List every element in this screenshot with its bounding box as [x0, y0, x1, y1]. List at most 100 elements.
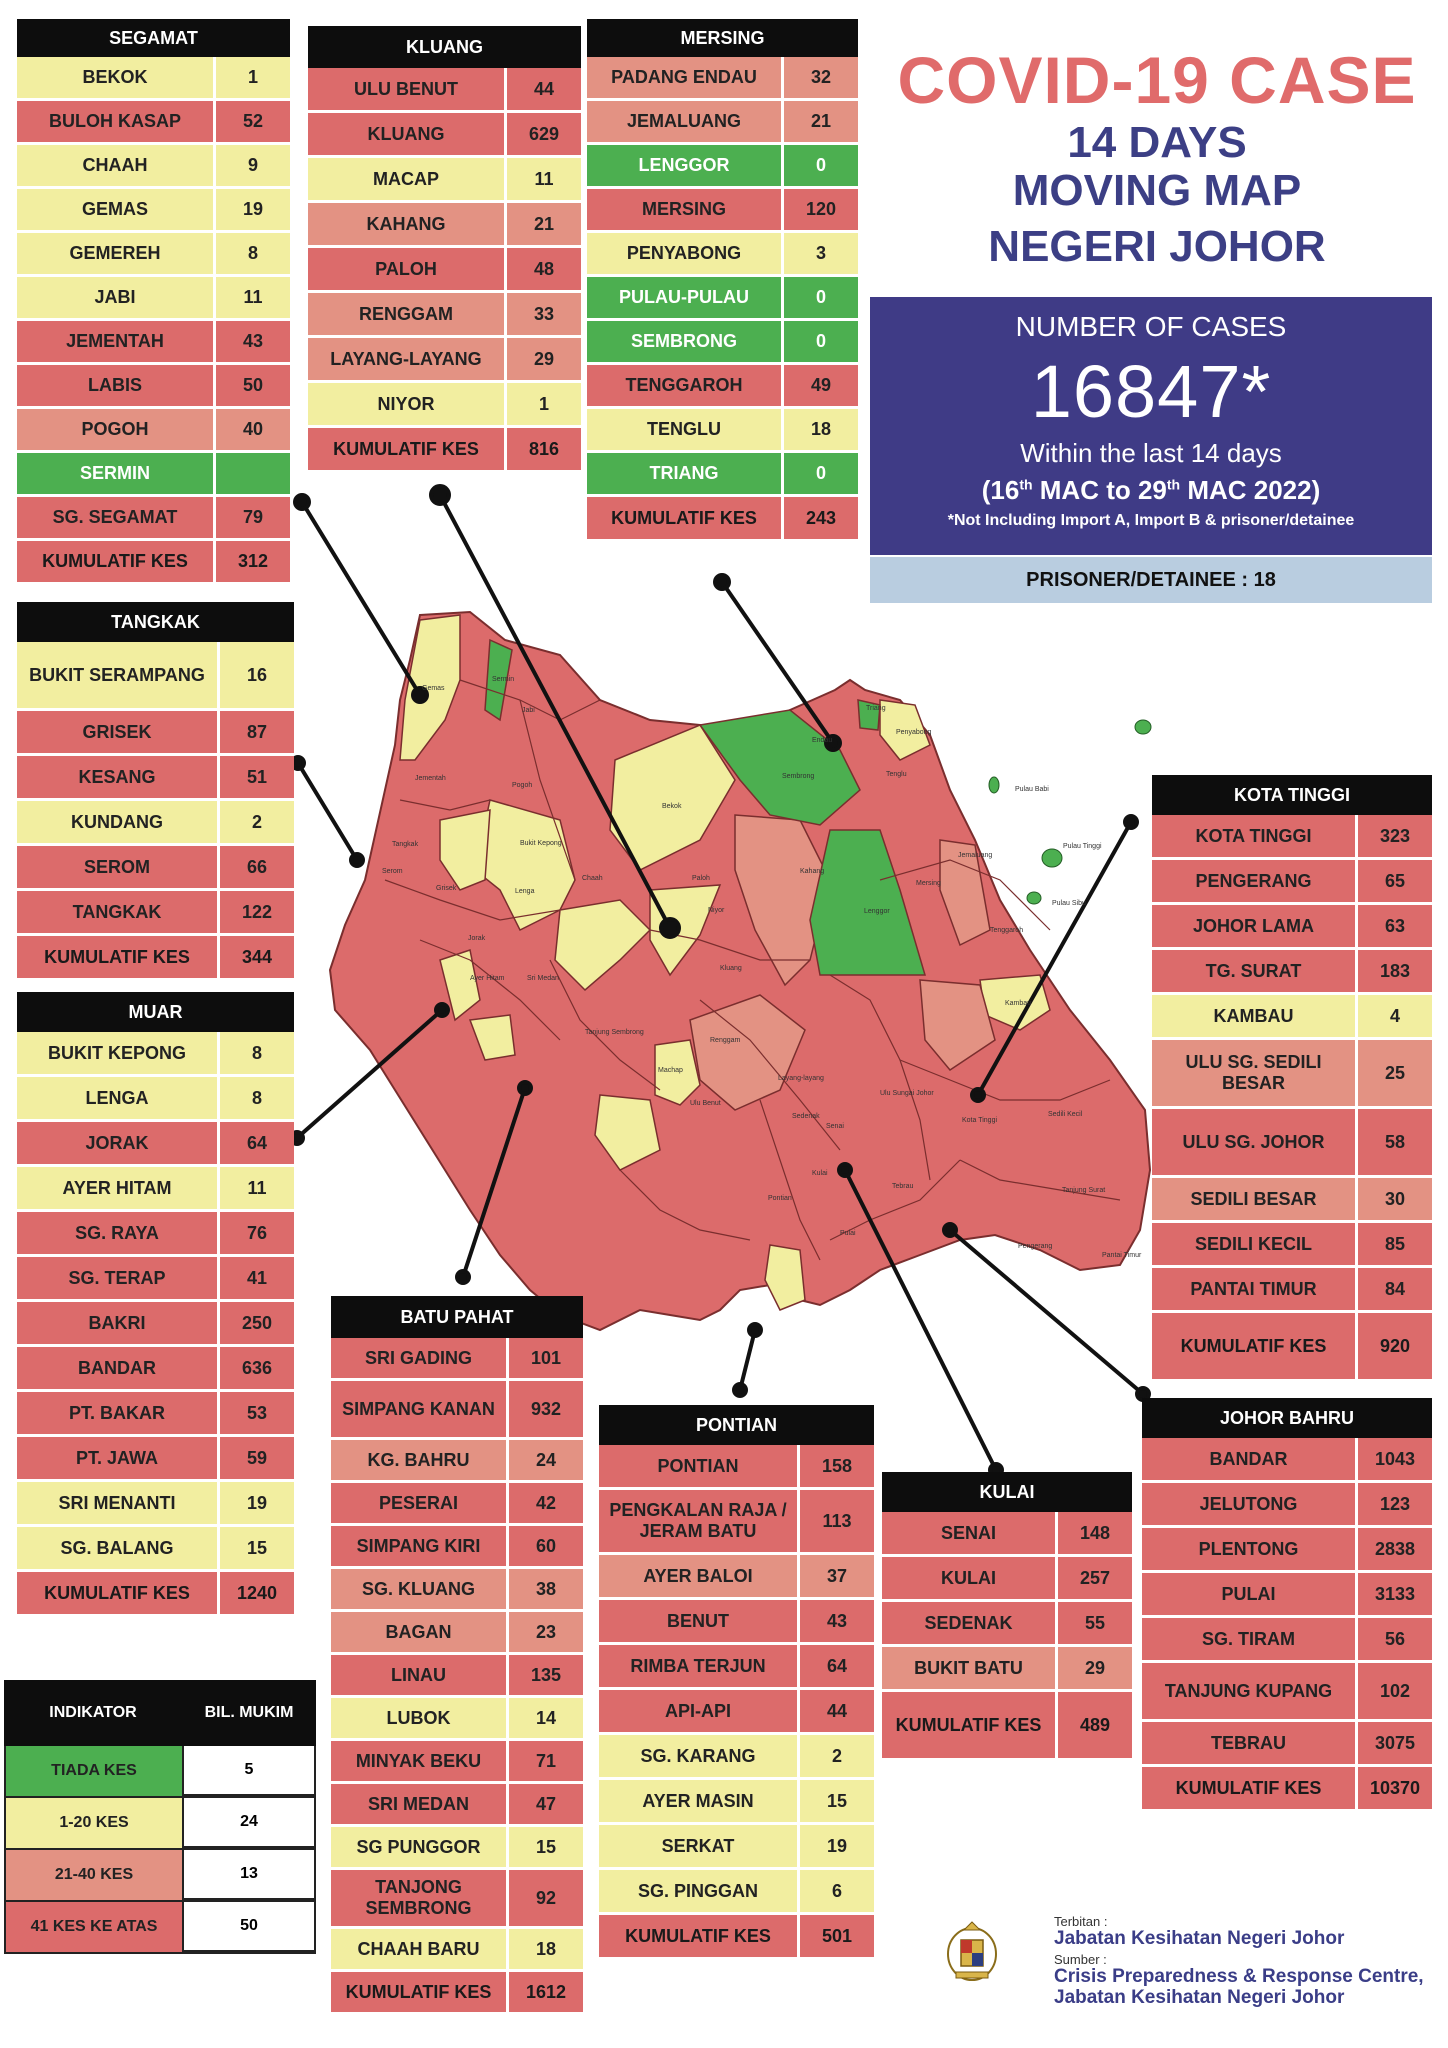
- mukim-row: KAMBAU 4: [1152, 995, 1432, 1040]
- mukim-name: ULU BENUT: [308, 68, 507, 110]
- mukim-case-count: 19: [826, 1835, 848, 1856]
- legend-indicator: 21-40 KES: [4, 1850, 182, 1900]
- mukim-case-count: 2: [831, 1745, 842, 1766]
- mukim-name: TENGLU: [587, 409, 784, 450]
- map-label: Jabi: [522, 707, 535, 714]
- mukim-row: PENGKALAN RAJA / JERAM BATU 113: [599, 1490, 874, 1555]
- cumulative-row: KUMULATIF KES 489: [882, 1692, 1132, 1761]
- mukim-case-count: 29: [1084, 1657, 1106, 1678]
- mukim-row: BANDAR 1043: [1142, 1438, 1432, 1483]
- mukim-row: BULOH KASAP 52: [17, 101, 290, 145]
- district-table-muar: MUAR BUKIT KEPONG 8 LENGA 8 JORAK 64 AYER HITAM…: [17, 992, 294, 1617]
- mukim-row: BUKIT BATU 29: [882, 1647, 1132, 1692]
- mukim-row: PANTAI TIMUR 84: [1152, 1268, 1432, 1313]
- mukim-row: LENGGOR 0: [587, 145, 858, 189]
- mukim-name: GEMAS: [17, 189, 216, 230]
- mukim-row: SRI MENANTI 19: [17, 1482, 294, 1527]
- mukim-row: ULU SG. JOHOR 58: [1152, 1109, 1432, 1178]
- map-label: Penyabong: [896, 729, 932, 736]
- mukim-name: PENYABONG: [587, 233, 784, 274]
- mukim-case-count: 92: [535, 1887, 557, 1908]
- mukim-case-count: 257: [1079, 1567, 1111, 1588]
- mukim-row: TANJUNG KUPANG 102: [1142, 1663, 1432, 1722]
- mukim-name: SIMPANG KANAN: [331, 1381, 509, 1437]
- map-label: Jementah: [415, 775, 446, 782]
- mukim-row: TG. SURAT 183: [1152, 950, 1432, 995]
- mukim-case-count: 3075: [1374, 1732, 1416, 1753]
- legend-indicator: TIADA KES: [4, 1746, 182, 1796]
- map-label: Kota Tinggi: [962, 1117, 997, 1124]
- mukim-name: SERMIN: [17, 453, 216, 494]
- mukim-name: KESANG: [17, 756, 220, 798]
- mukim-name: JORAK: [17, 1122, 220, 1164]
- mukim-row: ULU BENUT 44: [308, 68, 581, 113]
- map-region-yellow: [764, 1244, 806, 1311]
- mukim-name: KUMULATIF KES: [17, 936, 220, 978]
- mukim-row: MERSING 120: [587, 189, 858, 233]
- mukim-row: JEMALUANG 21: [587, 101, 858, 145]
- mukim-name: TANGKAK: [17, 891, 220, 933]
- cumulative-row: KUMULATIF KES 1240: [17, 1572, 294, 1617]
- mukim-case-count: 49: [810, 375, 832, 395]
- district-header: KLUANG: [308, 26, 581, 68]
- mukim-case-count: 43: [242, 331, 264, 351]
- credits-sumber: Sumber :: [1054, 1951, 1107, 1967]
- mukim-name: KAHANG: [308, 203, 507, 245]
- mukim-case-count: 1: [538, 393, 549, 414]
- cumulative-row: KUMULATIF KES 1612: [331, 1972, 583, 2015]
- mukim-name: PT. BAKAR: [17, 1392, 220, 1434]
- cumulative-row: KUMULATIF KES 816: [308, 428, 581, 473]
- mukim-name: KUMULATIF KES: [17, 1572, 220, 1614]
- mukim-name: KUMULATIF KES: [17, 541, 216, 582]
- map-label: Pontian: [768, 1195, 792, 1202]
- mukim-case-count: 51: [246, 766, 268, 787]
- map-label: Pulau Tinggi: [1063, 843, 1102, 850]
- mukim-name: PULAU-PULAU: [587, 277, 784, 318]
- mukim-case-count: 18: [810, 419, 832, 439]
- mukim-row: BENUT 43: [599, 1600, 874, 1645]
- mukim-row: SG. TERAP 41: [17, 1257, 294, 1302]
- mukim-name: MACAP: [308, 158, 507, 200]
- mukim-name: PULAI: [1142, 1573, 1358, 1615]
- cases-within: Within the last 14 days: [1020, 438, 1282, 468]
- mukim-case-count: 344: [241, 946, 273, 967]
- map-island: [1134, 719, 1152, 735]
- mukim-case-count: 76: [246, 1222, 268, 1243]
- cases-label: NUMBER OF CASES: [1015, 311, 1287, 342]
- mukim-name: SEDENAK: [882, 1602, 1058, 1644]
- cases-note: *Not Including Import A, Import B & pris…: [947, 512, 1355, 529]
- mukim-name: BAGAN: [331, 1612, 509, 1652]
- map-region-yellow: [554, 899, 652, 992]
- mukim-row: PADANG ENDAU 32: [587, 57, 858, 101]
- mukim-case-count: 1043: [1374, 1448, 1416, 1469]
- mukim-name: SG. KLUANG: [331, 1569, 509, 1609]
- mukim-name: SENAI: [882, 1512, 1058, 1554]
- mukim-case-count: 79: [242, 507, 264, 527]
- mukim-row: PT. BAKAR 53: [17, 1392, 294, 1437]
- legend: INDIKATOR BIL. MUKIM TIADA KES 5 1-20 KES 2…: [4, 1680, 316, 1954]
- legend-header-indikator: INDIKATOR: [49, 1704, 137, 1721]
- mukim-case-count: 113: [822, 1510, 852, 1531]
- mukim-name: BUKIT BATU: [882, 1647, 1058, 1689]
- jata-emblem: [944, 1918, 1000, 1989]
- mukim-row: KUNDANG 2: [17, 801, 294, 846]
- mukim-case-count: 25: [1384, 1062, 1406, 1083]
- mukim-row: LUBOK 14: [331, 1698, 583, 1741]
- mukim-case-count: 312: [237, 551, 269, 571]
- district-table-johorbahru: JOHOR BAHRU BANDAR 1043 JELUTONG 123 PLENTONG…: [1142, 1398, 1432, 1812]
- map-label: Tenglu: [886, 771, 907, 778]
- mukim-row: BUKIT SERAMPANG 16: [17, 642, 294, 711]
- mukim-row: API-API 44: [599, 1690, 874, 1735]
- mukim-name: CHAAH: [17, 145, 216, 186]
- mukim-name: JEMALUANG: [587, 101, 784, 142]
- map-label: Tenggaroh: [990, 927, 1023, 934]
- mukim-row: SEROM 66: [17, 846, 294, 891]
- mukim-row: SERKAT 19: [599, 1825, 874, 1870]
- map-region-yellow: [879, 699, 931, 761]
- mukim-case-count: 71: [535, 1750, 557, 1771]
- mukim-name: LAYANG-LAYANG: [308, 338, 507, 380]
- mukim-name: BUKIT SERAMPANG: [17, 642, 220, 708]
- mukim-name: SEDILI KECIL: [1152, 1223, 1358, 1265]
- mukim-row: SG. SEGAMAT 79: [17, 497, 290, 541]
- mukim-case-count: 135: [530, 1664, 562, 1685]
